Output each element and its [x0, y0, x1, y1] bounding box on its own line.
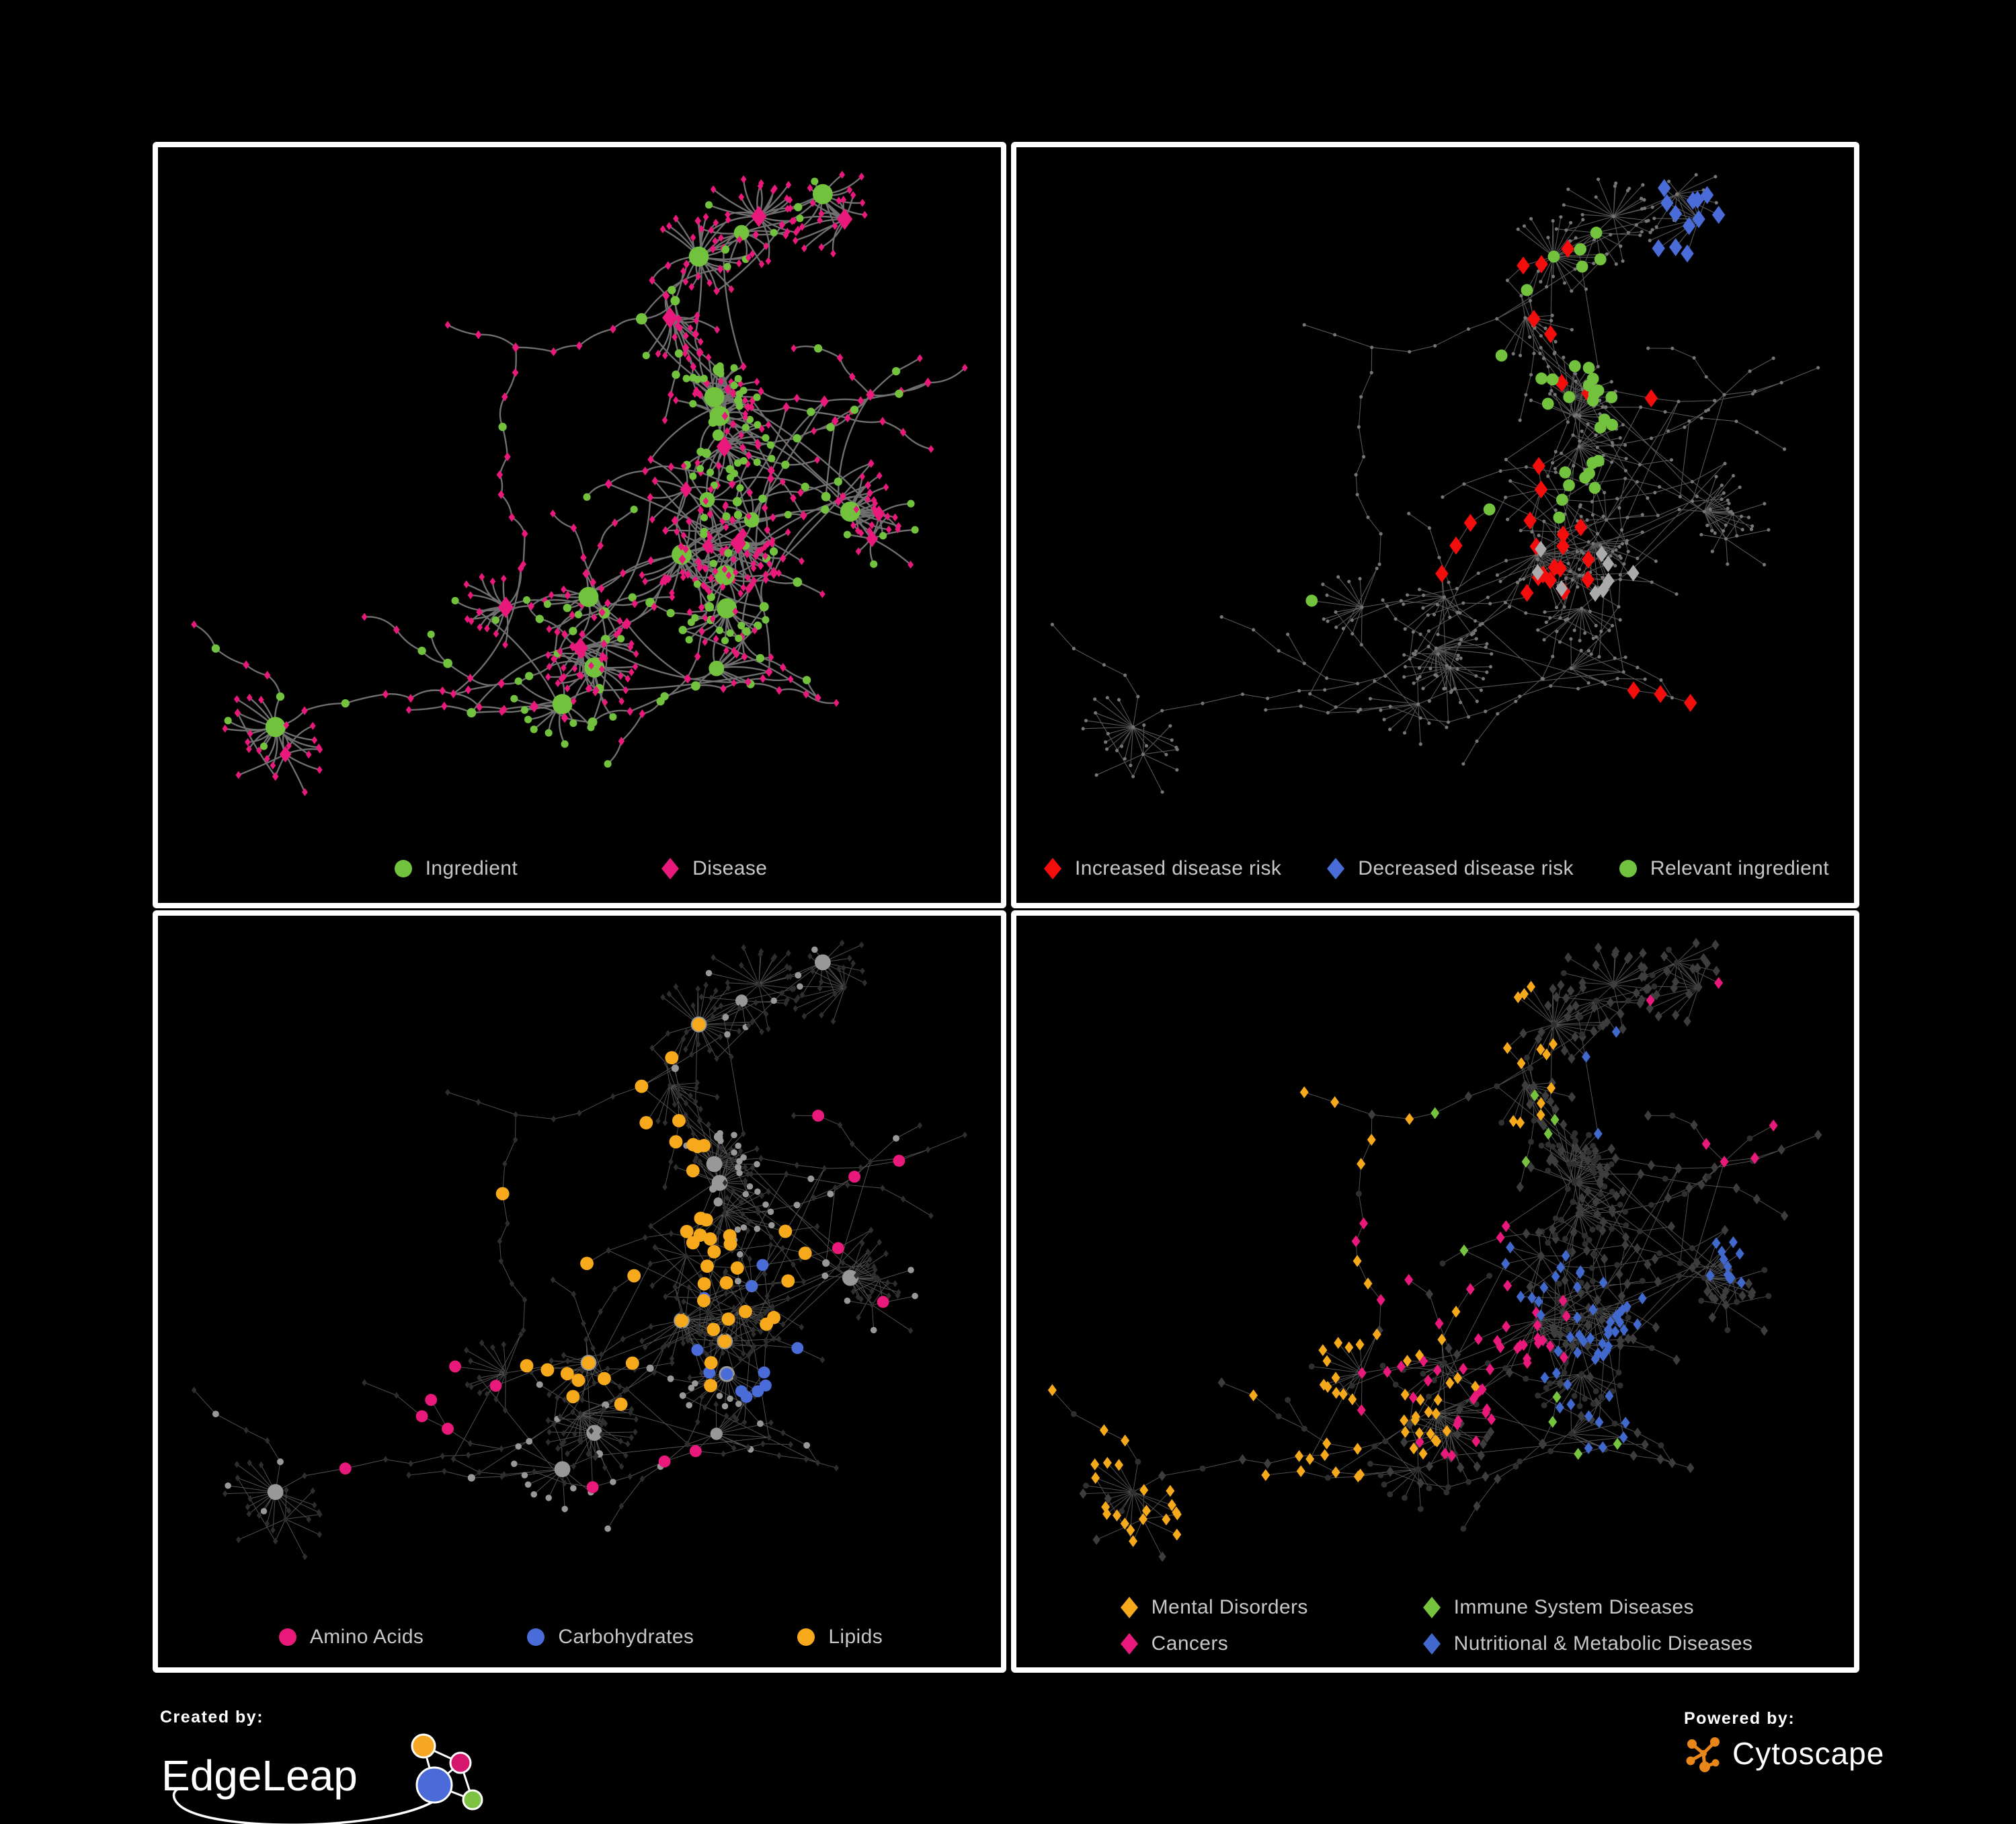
panel-disease-risk: Increased disease risk Decreased disease …	[1011, 142, 1859, 908]
legend-item-cancers: Cancers	[1118, 1631, 1420, 1657]
created-by-label: Created by:	[160, 1708, 264, 1727]
legend-item-decreased-disease-risk: Decreased disease risk	[1324, 856, 1574, 881]
edgeleap-node-blue	[415, 1766, 453, 1804]
legend-symbol-diamond	[661, 858, 680, 879]
legend-label: Carbohydrates	[558, 1626, 694, 1648]
network-graph-nutrient-classes	[191, 939, 968, 1560]
network-canvas	[1020, 151, 1850, 822]
cytoscape-wordmark: Cytoscape	[1732, 1736, 1885, 1771]
legend-symbol-diamond	[1044, 858, 1061, 879]
legend-item-nutritional-metabolic-diseases: Nutritional & Metabolic Diseases	[1420, 1631, 1753, 1657]
legend-ingredient-disease: Ingredient Disease	[163, 856, 996, 881]
network-canvas	[162, 920, 997, 1587]
legend-symbol-diamond	[1120, 1633, 1138, 1655]
legend-label: Relevant ingredient	[1650, 857, 1829, 879]
legend-item-mental-disorders: Mental Disorders	[1118, 1595, 1420, 1620]
edgeleap-credit: Created by: EdgeLeap	[160, 1708, 523, 1824]
network-canvas	[1020, 920, 1850, 1587]
legend-label: Amino Acids	[309, 1626, 424, 1648]
legend-symbol-circle	[278, 1628, 296, 1646]
legend-symbol-circle	[797, 1628, 815, 1646]
legend-nutrient-classes: Amino Acids Carbohydrates Lipids	[163, 1624, 996, 1650]
legend-symbol-circle	[527, 1628, 545, 1646]
network-graph-disease-risk	[1050, 173, 1820, 794]
legend-label: Ingredient	[425, 857, 518, 879]
legend-label: Increased disease risk	[1075, 857, 1282, 879]
edgeleap-node-pink	[449, 1751, 472, 1774]
legend-symbol-diamond	[1327, 858, 1345, 879]
panel-ingredient-disease: Ingredient Disease	[153, 142, 1006, 908]
legend-symbol-diamond	[1120, 1597, 1138, 1618]
legend-symbol-diamond	[1422, 1597, 1441, 1618]
edgeleap-wordmark: EdgeLeap	[161, 1751, 358, 1800]
legend-label: Mental Disorders	[1151, 1596, 1308, 1618]
legend-item-increased-disease-risk: Increased disease risk	[1041, 856, 1281, 881]
legend-item-disease: Disease	[659, 856, 767, 881]
legend-item-ingredient: Ingredient	[392, 856, 518, 881]
legend-item-immune-system-diseases: Immune System Diseases	[1420, 1595, 1753, 1620]
legend-item-amino-acids: Amino Acids	[276, 1624, 424, 1650]
legend-symbol-circle	[394, 860, 412, 877]
cytoscape-icon	[1686, 1737, 1720, 1772]
legend-label: Lipids	[828, 1626, 883, 1648]
legend-symbol-diamond	[1422, 1633, 1441, 1655]
powered-by-label: Powered by:	[1684, 1709, 1796, 1728]
legend-item-lipids: Lipids	[795, 1624, 883, 1650]
legend-disease-risk: Increased disease risk Decreased disease …	[1022, 856, 1849, 881]
panel-disease-categories: Mental Disorders Immune System Diseases Ca…	[1011, 910, 1859, 1673]
panel-nutrient-classes: Amino Acids Carbohydrates Lipids	[153, 910, 1006, 1673]
legend-label: Immune System Diseases	[1453, 1596, 1694, 1618]
edgeleap-logo: EdgeLeap	[161, 1733, 483, 1824]
legend-item-relevant-ingredient: Relevant ingredient	[1617, 856, 1829, 881]
legend-label: Disease	[692, 857, 768, 879]
edgeleap-node-orange	[411, 1733, 436, 1759]
cytoscape-credit: Powered by: Cytoscape	[1684, 1709, 1966, 1790]
legend-label: Nutritional & Metabolic Diseases	[1453, 1632, 1753, 1655]
legend-item-carbohydrates: Carbohydrates	[524, 1624, 694, 1650]
legend-symbol-circle	[1619, 860, 1637, 877]
legend-disease-categories: Mental Disorders Immune System Diseases Ca…	[1022, 1595, 1849, 1657]
edgeleap-node-green	[462, 1789, 483, 1811]
network-graph-ingredient-disease	[191, 170, 968, 797]
legend-label: Decreased disease risk	[1358, 857, 1574, 879]
network-graph-disease-categories	[1047, 937, 1822, 1562]
legend-label: Cancers	[1151, 1632, 1229, 1655]
network-canvas	[162, 151, 997, 822]
